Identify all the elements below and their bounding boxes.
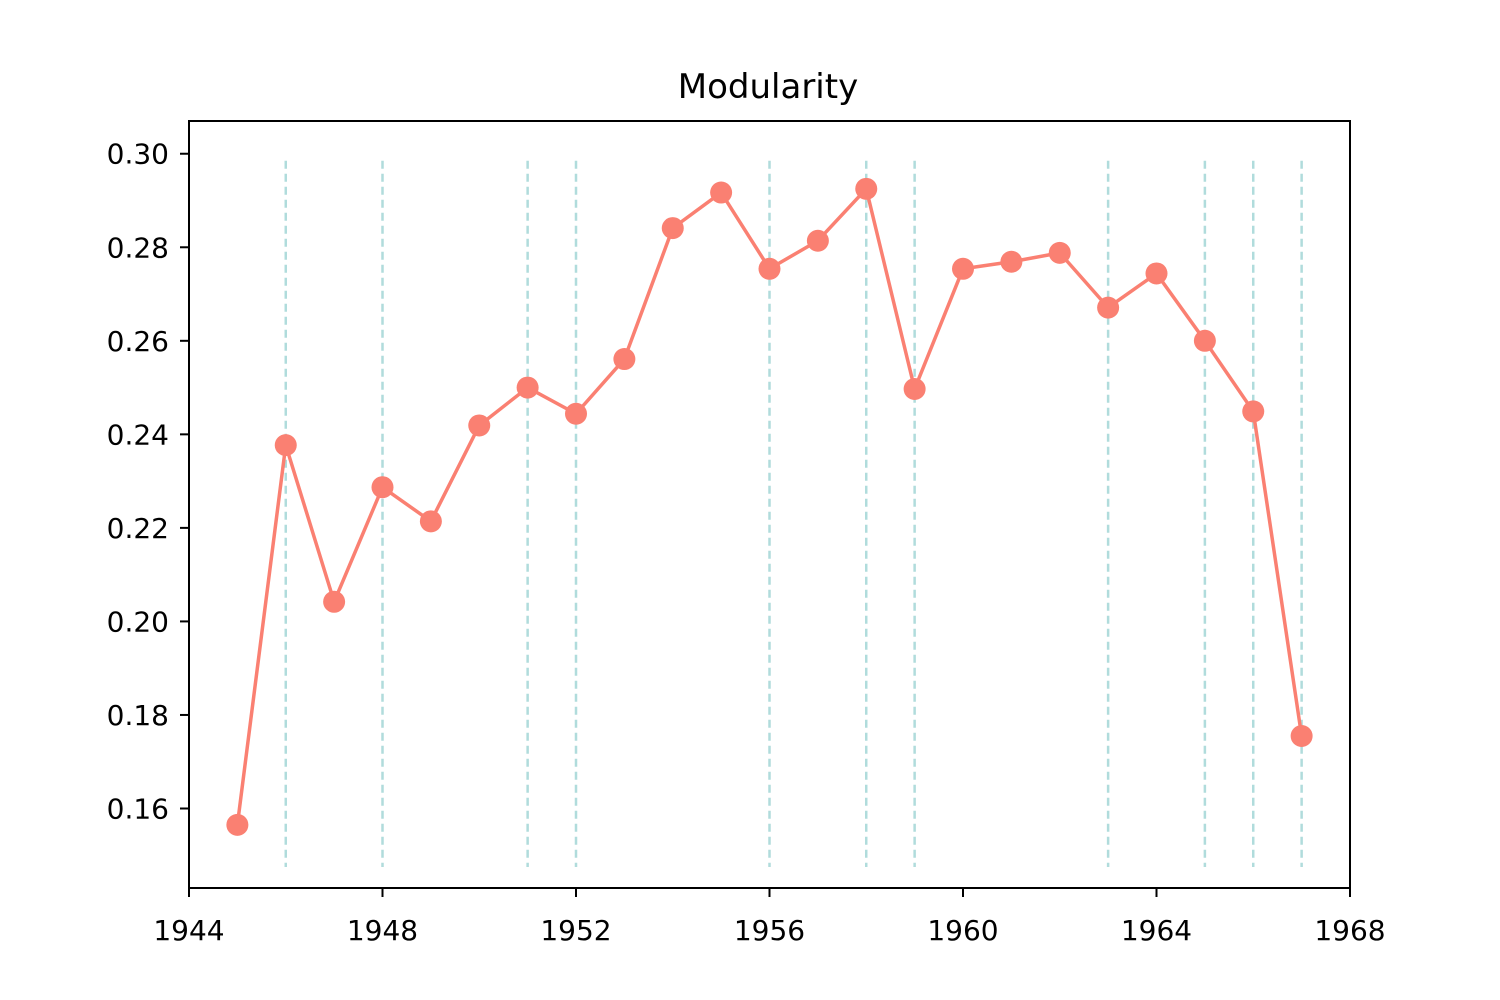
- data-point: [226, 813, 249, 836]
- data-point: [661, 217, 684, 240]
- x-tick-label: 1952: [540, 914, 611, 947]
- data-point: [1097, 296, 1120, 319]
- y-tick-label: 0.24: [107, 418, 169, 451]
- data-point: [806, 229, 829, 252]
- x-axis: 1944 1948 1952 1956 1960 1964 1968: [153, 888, 1386, 947]
- y-tick-label: 0.30: [107, 138, 169, 171]
- data-point: [516, 376, 539, 399]
- vertical-marker-lines: [284, 160, 1303, 867]
- data-point: [371, 476, 394, 499]
- y-tick-label: 0.16: [107, 792, 169, 825]
- x-tick-label: 1960: [927, 914, 998, 947]
- y-tick-label: 0.28: [107, 231, 169, 264]
- x-tick-label: 1968: [1314, 914, 1385, 947]
- chart-title: Modularity: [678, 67, 858, 107]
- data-point: [1145, 262, 1168, 285]
- data-point: [1000, 250, 1023, 273]
- x-tick-label: 1964: [1121, 914, 1192, 947]
- data-point: [952, 257, 974, 280]
- data-point: [613, 348, 636, 371]
- data-point: [758, 257, 781, 280]
- data-point: [903, 377, 926, 400]
- data-point: [565, 402, 587, 425]
- x-tick-label: 1948: [347, 914, 418, 947]
- data-point: [1242, 400, 1265, 423]
- y-tick-label: 0.26: [107, 325, 169, 358]
- y-tick-label: 0.22: [107, 512, 169, 545]
- data-point: [1193, 329, 1216, 352]
- y-axis: 0.16 0.18 0.20 0.22 0.24 0.26 0.28 0.30: [107, 138, 189, 825]
- data-point: [710, 181, 733, 204]
- y-tick-label: 0.20: [107, 605, 169, 638]
- x-tick-label: 1944: [153, 914, 224, 947]
- x-tick-label: 1956: [734, 914, 805, 947]
- data-series: [226, 177, 1313, 836]
- y-tick-label: 0.18: [107, 699, 169, 732]
- data-point: [1048, 241, 1071, 264]
- data-point: [1290, 725, 1313, 748]
- data-point: [468, 414, 491, 437]
- data-point: [323, 590, 346, 613]
- data-point: [274, 434, 297, 457]
- data-point: [855, 177, 878, 200]
- data-point: [419, 510, 442, 533]
